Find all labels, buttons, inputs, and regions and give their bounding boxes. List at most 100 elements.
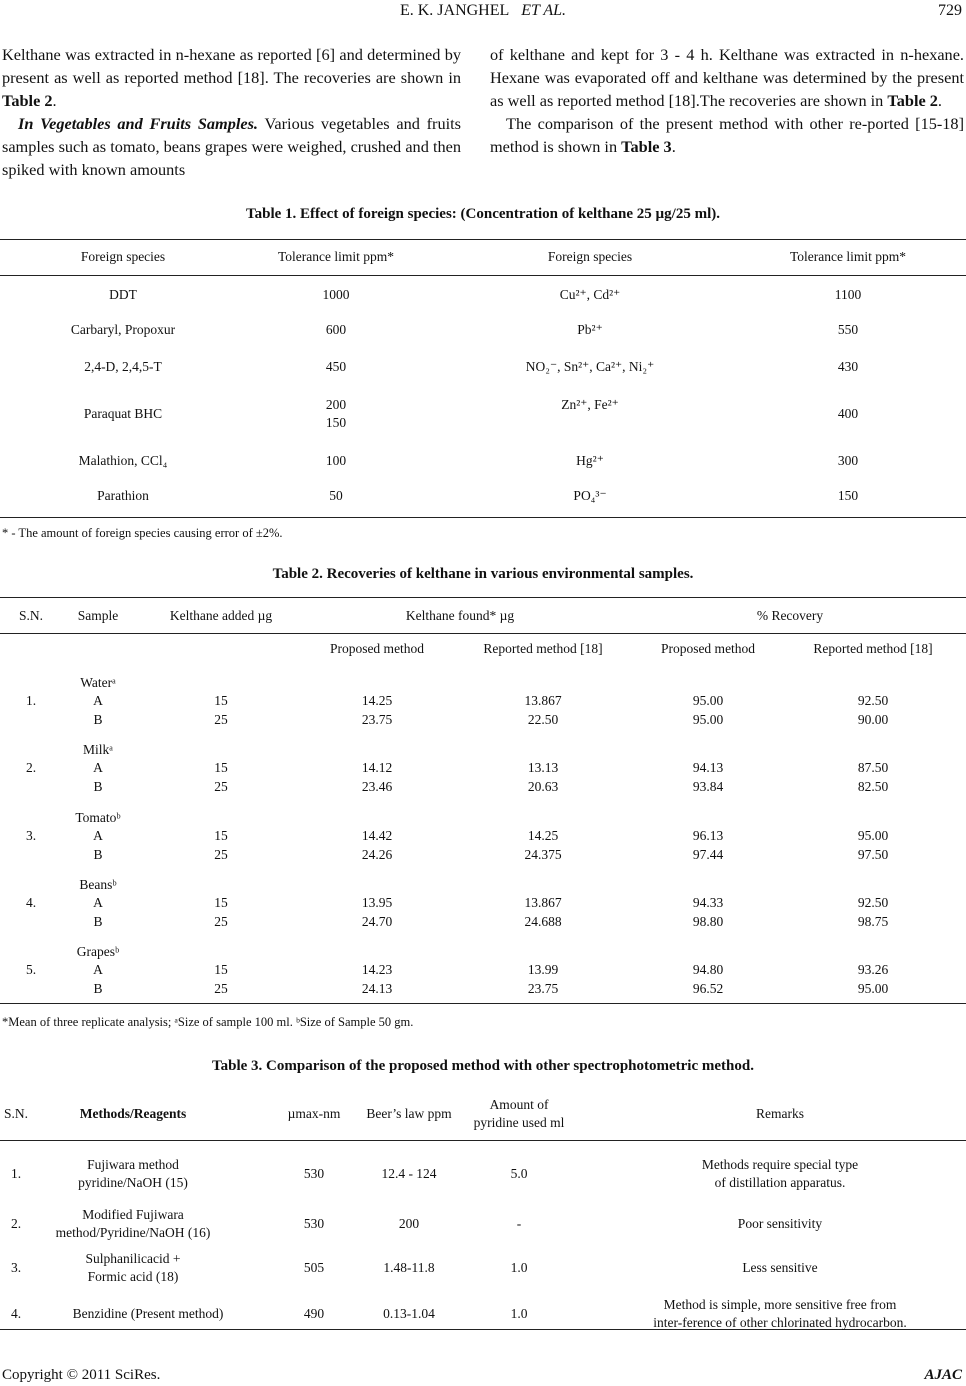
column-header: Foreign species xyxy=(80,249,166,264)
table-cell: 94.33 xyxy=(692,894,724,910)
pyridine-amount: 1.0 xyxy=(510,1260,528,1275)
table-cell: Malathion, CCl₄ xyxy=(78,453,168,468)
method: Benzidine (Present method) xyxy=(72,1306,224,1321)
table-cell: 14.25 xyxy=(527,827,559,843)
column-subheader: Proposed method xyxy=(660,641,756,656)
row-number: 3. xyxy=(25,827,37,843)
et-al: ET AL. xyxy=(521,2,567,19)
table-cell: 13.13 xyxy=(527,760,559,776)
table-cell: 150 xyxy=(325,415,347,430)
table-cell: 13.99 xyxy=(527,962,559,978)
table-cell: Carbaryl, Propoxur xyxy=(70,322,176,337)
table-cell: 97.44 xyxy=(692,846,724,862)
method: Sulphanilicacid + xyxy=(85,1251,181,1266)
method: Formic acid (18) xyxy=(87,1269,179,1284)
table-cell: 1100 xyxy=(834,287,862,302)
divider xyxy=(0,597,966,598)
beers-law-range: 12.4 - 124 xyxy=(381,1166,437,1181)
divider xyxy=(0,239,966,240)
table-cell: B xyxy=(93,779,103,795)
sample-name: Tomatoᵇ xyxy=(75,809,121,825)
text: Kelthane was extracted in n-hexane as re… xyxy=(2,45,461,87)
pyridine-amount: 1.0 xyxy=(510,1306,528,1321)
table-cell: 200 xyxy=(325,397,347,412)
divider xyxy=(0,1329,966,1330)
table-cell: 96.13 xyxy=(692,827,724,843)
remarks: inter-ference of other chlorinated hydro… xyxy=(653,1315,907,1330)
table-cell: 150 xyxy=(837,488,859,503)
remarks: Methods require special type xyxy=(701,1157,859,1172)
divider xyxy=(0,1003,966,1004)
table-cell: 14.25 xyxy=(361,693,393,708)
row-number: 1. xyxy=(10,1166,22,1181)
column-header: µmax-nm xyxy=(287,1106,341,1121)
table-cell: 13.95 xyxy=(361,894,393,910)
sample-name: Milkᵃ xyxy=(83,742,113,758)
lambda-max: 530 xyxy=(303,1166,325,1181)
table-cell: B xyxy=(93,913,103,929)
column-header: Tolerance limit ppm* xyxy=(789,249,907,264)
beers-law-range: 200 xyxy=(398,1216,420,1231)
table-cell: 92.50 xyxy=(857,693,889,708)
table-cell: 25 xyxy=(214,712,228,727)
paragraph: Kelthane was extracted in n-hexane as re… xyxy=(2,45,461,110)
column-header: Methods/Reagents xyxy=(79,1106,187,1121)
table-cell: NO₂⁻, Sn²⁺, Ca²⁺, Ni₂⁺ xyxy=(525,359,655,374)
table-cell: A xyxy=(93,894,103,910)
table-cell: 98.80 xyxy=(692,913,724,929)
table-cell: Pb²⁺ xyxy=(577,322,603,337)
table-cell: B xyxy=(93,846,103,862)
pyridine-amount: 5.0 xyxy=(510,1166,528,1181)
remarks: of distillation apparatus. xyxy=(714,1175,846,1190)
table-cell: 23.46 xyxy=(361,779,393,795)
table-cell: 92.50 xyxy=(857,894,889,910)
table-cell: 450 xyxy=(325,359,347,374)
table-cell: 400 xyxy=(837,406,859,421)
table-cell: 93.84 xyxy=(692,779,724,795)
table-cell: Parathion xyxy=(97,488,149,503)
table1-footnote: * - The amount of foreign species causin… xyxy=(2,526,283,540)
column-header: S.N. xyxy=(3,1106,29,1121)
table-cell: 93.26 xyxy=(857,962,889,978)
table-ref: Table 2 xyxy=(887,91,938,110)
table-cell: 14.42 xyxy=(361,827,393,843)
divider xyxy=(0,633,966,634)
table-cell: Cu²⁺, Cd²⁺ xyxy=(559,287,621,302)
table-cell: 14.23 xyxy=(361,962,393,978)
table-cell: 90.00 xyxy=(857,712,889,727)
table-cell: 24.375 xyxy=(524,846,562,862)
table-cell: 95.00 xyxy=(857,981,889,997)
column-subheader: Reported method [18] xyxy=(813,641,933,656)
table-cell: 95.00 xyxy=(692,693,724,708)
table-cell: 24.70 xyxy=(361,913,393,929)
table-ref: Table 2 xyxy=(2,91,53,110)
table-cell: 95.00 xyxy=(692,712,724,727)
row-number: 3. xyxy=(10,1260,22,1275)
table-cell: 15 xyxy=(214,827,228,843)
table-cell: A xyxy=(93,760,103,776)
table-cell: 23.75 xyxy=(527,981,559,997)
pyridine-amount: - xyxy=(516,1216,522,1231)
paragraph: In Vegetables and Fruits Samples. Variou… xyxy=(2,112,461,181)
table-cell: 600 xyxy=(325,322,347,337)
column-header: pyridine used ml xyxy=(473,1115,565,1130)
subheading: In Vegetables and Fruits Samples. xyxy=(18,114,258,133)
table-cell: 300 xyxy=(837,453,859,468)
table-cell: 98.75 xyxy=(857,913,889,929)
table-cell: 94.80 xyxy=(692,962,724,978)
lambda-max: 505 xyxy=(303,1260,325,1275)
column-header: Kelthane added µg xyxy=(169,608,273,623)
table-cell: A xyxy=(93,693,103,708)
column-header: Sample xyxy=(77,608,119,623)
row-number: 5. xyxy=(25,962,37,978)
beers-law-range: 1.48-11.8 xyxy=(383,1260,435,1275)
table-cell: 15 xyxy=(214,760,228,776)
journal-name: AJAC xyxy=(924,1367,962,1383)
text: Various vegetables and fruits samples su… xyxy=(2,114,461,179)
table-cell: 87.50 xyxy=(857,760,889,776)
table-cell: 97.50 xyxy=(857,846,889,862)
column-header: Remarks xyxy=(756,1106,804,1121)
table-cell: 24.26 xyxy=(361,846,393,862)
sample-name: Beansᵇ xyxy=(79,876,117,892)
remarks: Poor sensitivity xyxy=(737,1216,823,1231)
